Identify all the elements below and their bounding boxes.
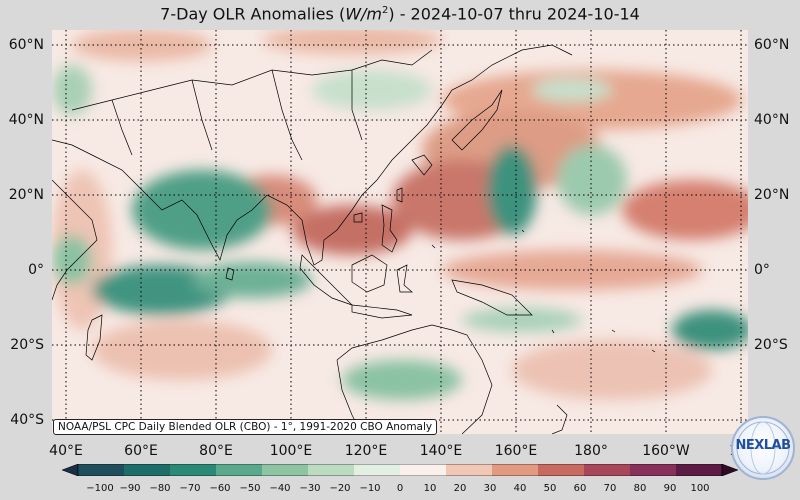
colorbar-frame (77, 464, 723, 476)
lon-label-100e: 100°E (269, 443, 313, 459)
colorbar-tick-label: 30 (483, 483, 497, 494)
lat-label-20n-right: 20°N (754, 187, 790, 203)
map-title: 7-Day OLR Anomalies (W/m2) - 2024-10-07 … (160, 4, 640, 24)
lat-label-40n-right: 40°N (754, 112, 790, 128)
colorbar-segment (124, 464, 171, 476)
colorbar-tick-label: −30 (299, 483, 321, 494)
lat-label-20s: 20°S (10, 337, 44, 353)
colorbar-tick-label: 60 (573, 483, 587, 494)
colorbar (62, 464, 738, 476)
lon-label-60e: 60°E (124, 443, 158, 459)
lat-label-0: 0° (28, 262, 44, 278)
colorbar-segment (538, 464, 585, 476)
globe-icon: NEXLAB (731, 416, 795, 480)
colorbar-segment (354, 464, 401, 476)
lat-label-20s-right: 20°S (754, 337, 788, 353)
colorbar-tick-label: 100 (690, 483, 710, 494)
colorbar-segment (676, 464, 723, 476)
colorbar-tick-label: −90 (119, 483, 141, 494)
lat-label-0-right: 0° (754, 262, 770, 278)
colorbar-min-arrow (62, 464, 79, 476)
colorbar-segment (170, 464, 217, 476)
data-source-caption: NOAA/PSL CPC Daily Blended OLR (CBO) - 1… (53, 419, 438, 435)
colorbar-tick-label: −20 (329, 483, 351, 494)
colorbar-tick-label: 10 (423, 483, 437, 494)
colorbar-tick-label: −50 (239, 483, 261, 494)
colorbar-segment (262, 464, 309, 476)
lon-label-160e: 160°E (494, 443, 538, 459)
colorbar-tick-label: 90 (663, 483, 677, 494)
colorbar-segment (216, 464, 263, 476)
lon-label-180: 180° (574, 443, 608, 459)
colorbar-tick-label: 50 (543, 483, 557, 494)
colorbar-segment (308, 464, 355, 476)
colorbar-segment (78, 464, 125, 476)
colorbar-tick-label: −10 (359, 483, 381, 494)
colorbar-tick-label: 70 (603, 483, 617, 494)
colorbar-segment (630, 464, 677, 476)
colorbar-tick-label: 40 (513, 483, 527, 494)
lon-label-120e: 120°E (344, 443, 388, 459)
lon-label-140e: 140°E (419, 443, 463, 459)
colorbar-segment (446, 464, 493, 476)
colorbar-tick-label: 80 (633, 483, 647, 494)
colorbar-tick-label: −40 (269, 483, 291, 494)
lon-label-160w: 160°W (642, 443, 690, 459)
lat-label-20n: 20°N (8, 187, 44, 203)
lat-label-40n: 40°N (8, 112, 44, 128)
colorbar-segment (584, 464, 631, 476)
lon-label-40e: 40°E (49, 443, 83, 459)
coastlines-lines (52, 44, 656, 434)
colorbar-tick-label: −60 (209, 483, 231, 494)
colorbar-tick-label: 0 (396, 483, 404, 494)
lat-label-40s: 40°S (10, 412, 44, 428)
colorbar-tick-label: −100 (86, 483, 114, 494)
logo-wordmark: NEXLAB (735, 438, 791, 453)
olr-anomaly-map (52, 30, 748, 434)
lat-label-60n: 60°N (8, 37, 44, 53)
colorbar-segment (400, 464, 447, 476)
lat-label-60n-right: 60°N (754, 37, 790, 53)
colorbar-tick-label: −70 (179, 483, 201, 494)
lon-label-80e: 80°E (199, 443, 233, 459)
colorbar-tick-label: −80 (149, 483, 171, 494)
colorbar-tick-label: 20 (453, 483, 467, 494)
colorbar-segment (492, 464, 539, 476)
anomaly-field (52, 30, 748, 400)
